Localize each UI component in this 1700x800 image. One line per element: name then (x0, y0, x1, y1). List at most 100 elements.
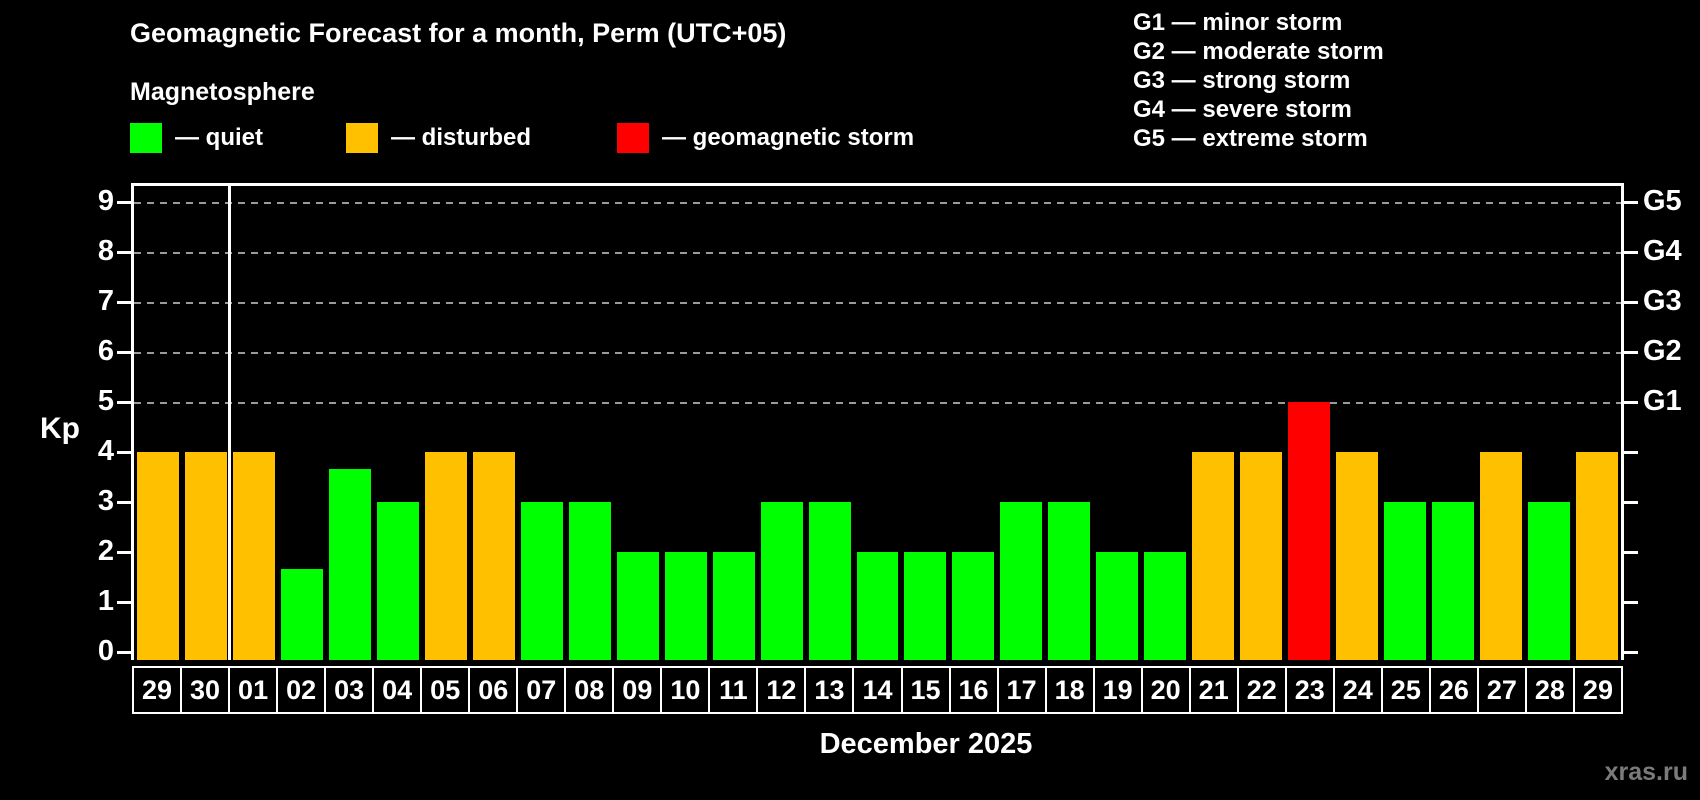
y-tick-mark (117, 250, 131, 254)
right-tick-mark (1624, 400, 1638, 404)
legend-item-storm: — geomagnetic storm (617, 122, 914, 154)
y-tick-mark (117, 350, 131, 354)
day-label-24: 24 (1332, 666, 1383, 714)
day-label-11: 11 (708, 666, 759, 714)
kp-bar-day-10 (664, 552, 707, 660)
day-label-30: 30 (180, 666, 231, 714)
kp-bar-day-12 (760, 502, 803, 660)
storm-color-swatch-icon (617, 123, 649, 153)
g-legend-line-1: G1 — minor storm (1133, 9, 1343, 36)
right-tick-mark (1624, 450, 1638, 454)
day-label-04: 04 (372, 666, 423, 714)
day-label-15: 15 (900, 666, 951, 714)
day-label-23: 23 (1284, 666, 1335, 714)
g-legend-line-3: G3 — strong storm (1133, 67, 1351, 94)
day-label-29: 29 (132, 666, 183, 714)
gridline-kp-9 (134, 202, 1621, 204)
kp-bar-day-13 (808, 502, 851, 660)
day-label-08: 08 (564, 666, 615, 714)
y-tick-label-0: 0 (97, 635, 114, 667)
y-tick-label-7: 7 (97, 285, 114, 317)
kp-bar-day-01 (232, 452, 275, 660)
kp-bar-day-17 (1000, 502, 1043, 660)
right-tick-mark (1624, 250, 1638, 254)
kp-bar-day-06 (472, 452, 515, 660)
right-tick-mark (1624, 200, 1638, 204)
month-divider-line (228, 186, 232, 660)
day-label-13: 13 (804, 666, 855, 714)
g-scale-legend: G1 — minor storm G2 — moderate storm G3 … (1133, 8, 1384, 153)
day-label-25: 25 (1380, 666, 1431, 714)
chart-title: Geomagnetic Forecast for a month, Perm (… (130, 18, 787, 48)
y-tick-label-6: 6 (97, 335, 114, 367)
legend-quiet-label: — quiet (175, 124, 263, 151)
g-legend-line-2: G2 — moderate storm (1133, 38, 1384, 65)
g-level-label-G1: G1 (1643, 385, 1682, 417)
right-tick-mark (1624, 300, 1638, 304)
g-level-label-G3: G3 (1643, 285, 1682, 317)
kp-bar-day-02 (280, 568, 323, 660)
g-legend-line-4: G4 — severe storm (1133, 96, 1352, 123)
right-tick-mark (1624, 600, 1638, 604)
kp-bar-day-21 (1192, 452, 1235, 660)
day-label-07: 07 (516, 666, 567, 714)
quiet-color-swatch-icon (130, 123, 162, 153)
legend-item-quiet: — quiet (130, 122, 263, 154)
kp-bar-day-15 (904, 552, 947, 660)
kp-bar-day-24 (1336, 452, 1379, 660)
day-label-06: 06 (468, 666, 519, 714)
disturbed-color-swatch-icon (346, 123, 378, 153)
kp-bar-day-11 (712, 552, 755, 660)
day-label-21: 21 (1188, 666, 1239, 714)
day-label-27: 27 (1476, 666, 1527, 714)
y-tick-label-4: 4 (97, 435, 114, 467)
day-label-28: 28 (1524, 666, 1575, 714)
day-label-02: 02 (276, 666, 327, 714)
y-tick-mark (117, 550, 131, 554)
legend-item-disturbed: — disturbed (346, 122, 531, 154)
right-tick-mark (1624, 500, 1638, 504)
day-label-10: 10 (660, 666, 711, 714)
day-label-18: 18 (1044, 666, 1095, 714)
kp-bar-day-22 (1240, 452, 1283, 660)
watermark: xras.ru (1604, 758, 1688, 786)
y-tick-label-9: 9 (97, 185, 114, 217)
kp-bar-day-20 (1144, 552, 1187, 660)
kp-bar-day-26 (1432, 502, 1475, 660)
kp-bar-day-08 (568, 502, 611, 660)
kp-bar-day-29 (137, 452, 179, 660)
x-axis-caption: December 2025 (819, 728, 1033, 760)
right-tick-mark (1624, 350, 1638, 354)
gridline-kp-7 (134, 302, 1621, 304)
y-tick-label-8: 8 (97, 235, 114, 267)
y-tick-label-5: 5 (97, 385, 114, 417)
day-label-14: 14 (852, 666, 903, 714)
day-label-row: 29 30 01 02 03 04 05 06 07 08 09 10 11 12 13 14 15 16 17 18… (132, 666, 1623, 714)
day-label-22: 22 (1236, 666, 1287, 714)
chart-subtitle: Magnetosphere (130, 78, 315, 106)
plot-area (131, 183, 1624, 660)
day-label-17: 17 (996, 666, 1047, 714)
day-label-20: 20 (1140, 666, 1191, 714)
y-tick-label-1: 1 (97, 585, 114, 617)
g-level-label-G4: G4 (1643, 235, 1682, 267)
y-tick-mark (117, 300, 131, 304)
y-tick-mark (117, 400, 131, 404)
legend-storm-label: — geomagnetic storm (662, 124, 915, 151)
kp-bar-day-28 (1528, 502, 1571, 660)
y-tick-mark (117, 600, 131, 604)
kp-bar-day-30 (184, 452, 227, 660)
kp-bar-day-03 (328, 468, 371, 660)
day-label-29: 29 (1572, 666, 1623, 714)
kp-bar-day-09 (616, 552, 659, 660)
day-label-12: 12 (756, 666, 807, 714)
kp-bar-day-07 (520, 502, 563, 660)
g-level-label-G5: G5 (1643, 185, 1682, 217)
kp-bar-day-14 (856, 552, 899, 660)
gridline-kp-5 (134, 402, 1621, 404)
kp-bar-day-27 (1480, 452, 1523, 660)
y-tick-mark (117, 200, 131, 204)
kp-bar-day-18 (1048, 502, 1091, 660)
kp-axis-label: Kp (40, 412, 80, 445)
kp-bar-day-19 (1096, 552, 1139, 660)
